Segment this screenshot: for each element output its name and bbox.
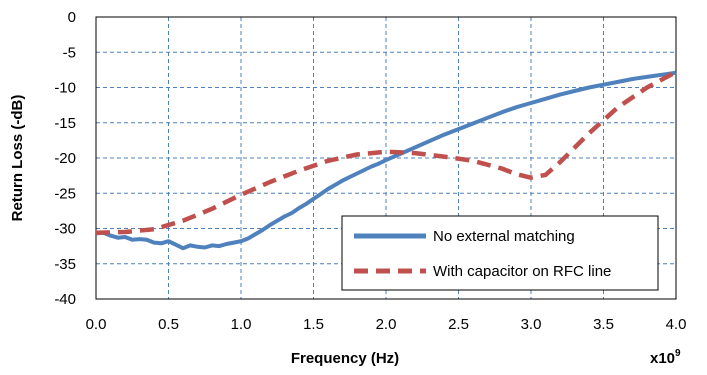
legend: No external matching With capacitor on R…: [341, 215, 659, 291]
y-tick-label: -10: [54, 80, 76, 97]
y-tick-label: -5: [63, 44, 76, 61]
x-tick-labels: 0.0 0.5 1.0 1.5 2.0 2.5 3.0 3.5 4.0: [86, 316, 687, 333]
legend-label-no-external-matching: No external matching: [433, 228, 575, 245]
x-tick-label: 0.5: [158, 316, 179, 333]
y-tick-label: -40: [54, 291, 76, 308]
x-axis-title: Frequency (Hz): [291, 350, 399, 367]
x-tick-label: 4.0: [666, 316, 687, 333]
legend-label-with-capacitor: With capacitor on RFC line: [433, 263, 611, 280]
y-tick-label: -35: [54, 256, 76, 273]
y-tick-label: -15: [54, 115, 76, 132]
x-axis-multiplier: x109: [650, 348, 681, 367]
x-tick-label: 3.0: [521, 316, 542, 333]
x-tick-label: 2.0: [376, 316, 397, 333]
y-tick-label: 0: [68, 9, 76, 26]
y-tick-label: -20: [54, 150, 76, 167]
series-line-with-capacitor: [95, 70, 678, 235]
x-tick-label: 3.5: [593, 316, 614, 333]
plot-area-border: [95, 16, 677, 300]
y-tick-label: -30: [54, 221, 76, 238]
x-tick-label: 2.5: [448, 316, 469, 333]
y-tick-label: -25: [54, 185, 76, 202]
series-lines: [95, 70, 678, 251]
y-axis-title: Return Loss (-dB): [9, 95, 26, 222]
series-line-no-external-matching: [95, 70, 677, 251]
x-tick-label: 1.0: [231, 316, 252, 333]
x-multiplier-exponent: 9: [675, 348, 681, 359]
y-tick-labels: 0 -5 -10 -15 -20 -25 -30 -35 -40: [54, 9, 76, 308]
legend-box: [341, 215, 659, 291]
x-tick-label: 1.5: [303, 316, 324, 333]
x-tick-label: 0.0: [86, 316, 107, 333]
x-multiplier-base: x10: [650, 350, 675, 367]
